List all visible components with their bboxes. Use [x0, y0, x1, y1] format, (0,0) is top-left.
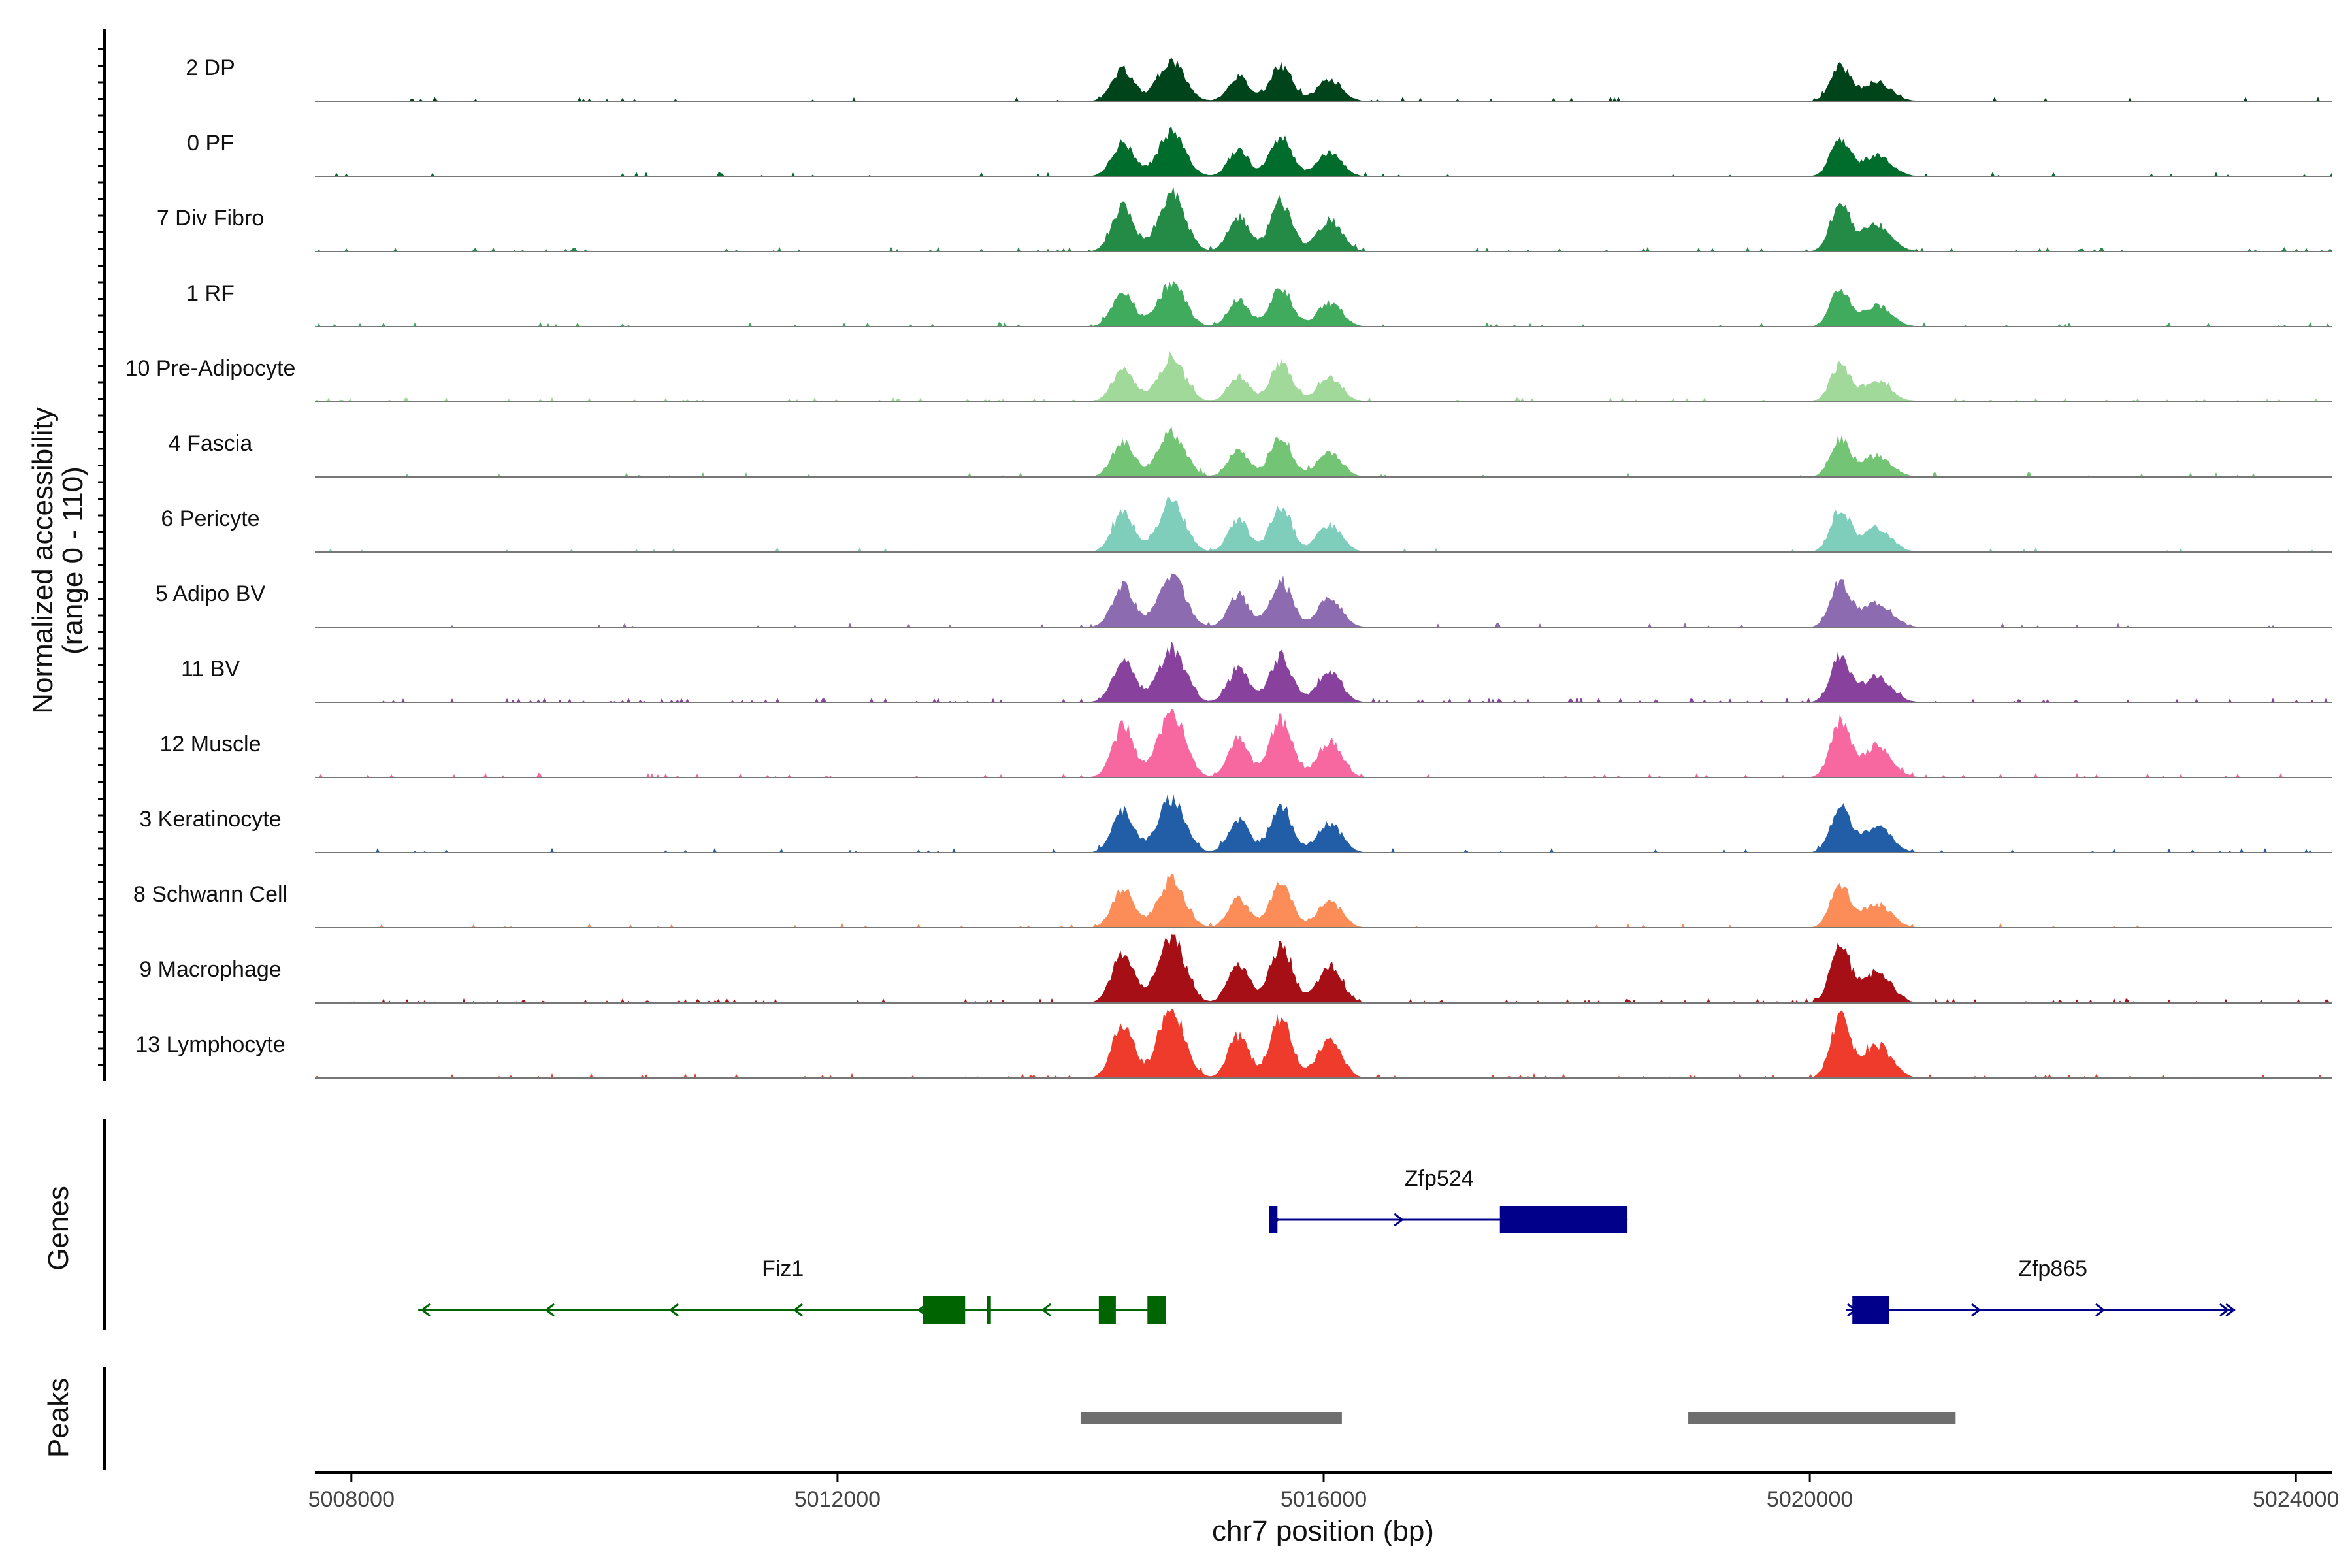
coverage-area — [315, 641, 2332, 702]
track-13-lymphocyte: 13 Lymphocyte — [135, 1009, 2332, 1079]
track-label: 4 Fascia — [169, 431, 253, 456]
track-10-pre-adipocyte: 10 Pre-Adipocyte — [125, 351, 2332, 402]
strand-arrow — [792, 1303, 804, 1317]
track-12-muscle: 12 Muscle — [160, 709, 2332, 778]
strand-arrow — [544, 1303, 555, 1317]
x-axis-label: chr7 position (bp) — [1212, 1515, 1434, 1547]
coverage-area — [315, 351, 2332, 402]
track-label: 11 BV — [181, 657, 240, 681]
gene-exon — [1499, 1206, 1628, 1233]
coverage-area — [315, 874, 2332, 928]
strand-arrow — [2219, 1303, 2230, 1317]
track-label: 8 Schwann Cell — [133, 882, 287, 907]
gene-exon — [1269, 1206, 1278, 1233]
strand-arrow — [1971, 1303, 1982, 1317]
track-0-pf: 0 PF — [187, 127, 2332, 177]
gene-exon — [987, 1296, 991, 1324]
coverage-area — [315, 934, 2332, 1003]
coverage-area — [315, 1009, 2332, 1078]
track-2-dp: 2 DP — [186, 56, 2332, 102]
peak-track — [103, 1367, 1956, 1470]
track-label: 3 Keratinocyte — [139, 807, 281, 832]
coverage-area — [315, 709, 2332, 777]
strand-arrow — [2095, 1303, 2106, 1317]
y-axis-label-line1: Normalized accessibility — [27, 407, 59, 713]
gene-annotation-track: Zfp524 Fiz1 Zfp865 — [103, 1119, 2236, 1330]
track-1-rf: 1 RF — [186, 280, 2332, 327]
genes-section-label: Genes — [42, 1186, 74, 1271]
gene-label: Zfp865 — [2018, 1256, 2087, 1281]
track-label: 6 Pericyte — [161, 506, 259, 531]
gene-label: Fiz1 — [762, 1256, 804, 1281]
strand-arrow — [668, 1303, 679, 1317]
x-tick-label: 5020000 — [1767, 1487, 1853, 1512]
coverage-area — [315, 497, 2332, 552]
peak-region — [1688, 1412, 1956, 1424]
peaks-section-label: Peaks — [42, 1378, 74, 1458]
peak-region — [1080, 1412, 1342, 1424]
track-label: 12 Muscle — [160, 732, 261, 757]
gene-exon — [1147, 1296, 1166, 1324]
gene-exon — [1098, 1296, 1116, 1324]
gene-fiz1: Fiz1 — [418, 1256, 1166, 1324]
track-label: 0 PF — [187, 131, 234, 155]
track-label: 13 Lymphocyte — [135, 1032, 285, 1057]
coverage-area — [315, 426, 2332, 477]
x-axis: 5008000 5012000 5016000 5020000 5024000 — [308, 1471, 2339, 1512]
track-9-macrophage: 9 Macrophage — [139, 934, 2332, 1004]
x-tick-label: 5012000 — [794, 1487, 881, 1512]
track-6-pericyte: 6 Pericyte — [161, 497, 2332, 553]
track-label: 10 Pre-Adipocyte — [125, 356, 296, 381]
track-4-fascia: 4 Fascia — [169, 426, 2332, 478]
coverage-area — [315, 280, 2332, 327]
track-label: 5 Adipo BV — [155, 581, 266, 606]
x-tick-label: 5016000 — [1281, 1487, 1367, 1512]
track-label: 1 RF — [186, 281, 235, 306]
track-label: 7 Div Fibro — [157, 206, 264, 231]
x-tick-label: 5024000 — [2253, 1487, 2339, 1512]
gene-label: Zfp524 — [1405, 1166, 1474, 1191]
track-label: 9 Macrophage — [139, 957, 281, 982]
track-3-keratinocyte: 3 Keratinocyte — [139, 794, 2332, 853]
gene-zfp865: Zfp865 — [1846, 1256, 2236, 1324]
y-axis-label-line2: (range 0 - 110) — [57, 466, 89, 655]
strand-arrow — [420, 1303, 431, 1317]
track-8-schwann-cell: 8 Schwann Cell — [133, 874, 2332, 928]
coverage-area — [315, 127, 2332, 176]
x-tick-label: 5008000 — [308, 1487, 395, 1512]
strand-arrow — [2225, 1303, 2236, 1317]
accessibility-tracks: 2 DP 0 PF 7 Div Fibro 1 RF 10 Pre-Adipocyte 4… — [125, 56, 2332, 1079]
gene-zfp524: Zfp524 — [1269, 1166, 1628, 1233]
track-5-adipo-bv: 5 Adipo BV — [155, 573, 2332, 628]
strand-arrow — [1041, 1303, 1052, 1317]
track-label: 2 DP — [186, 56, 235, 80]
coverage-area — [315, 794, 2332, 853]
y-axis — [98, 29, 106, 1081]
coverage-area — [315, 57, 2332, 101]
track-11-bv: 11 BV — [181, 641, 2332, 703]
gene-exon — [923, 1296, 966, 1324]
track-7-div-fibro: 7 Div Fibro — [157, 186, 2332, 252]
strand-arrow — [1394, 1213, 1404, 1227]
gene-exon — [1852, 1296, 1889, 1324]
coverage-area — [315, 573, 2332, 627]
coverage-area — [315, 186, 2332, 252]
